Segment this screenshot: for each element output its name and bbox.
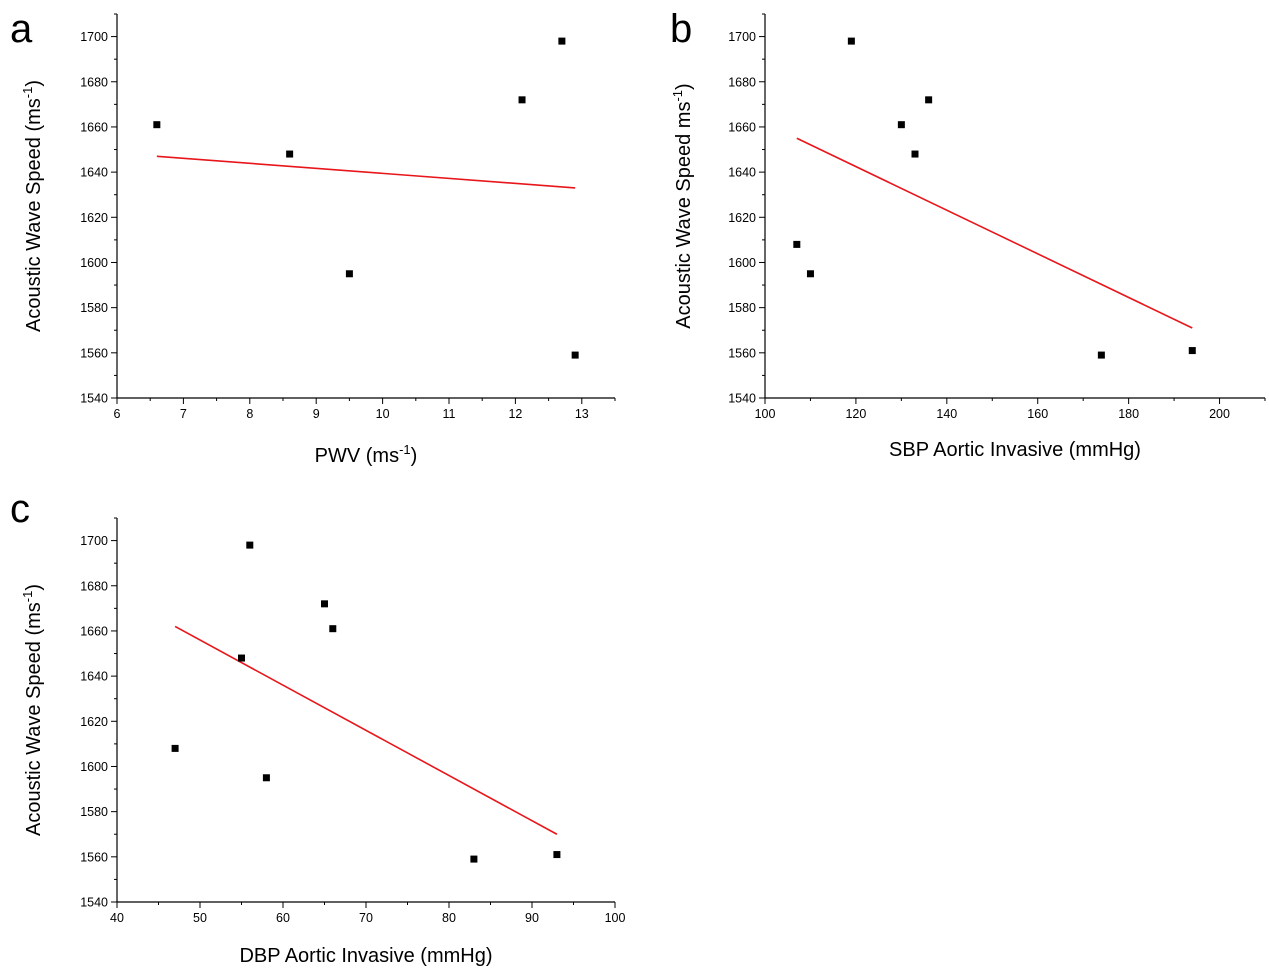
y-tick-label: 1700 [80,534,108,548]
panel-letter: c [10,487,30,531]
data-point [153,121,161,129]
x-tick-label: 70 [359,911,373,925]
x-tick-label: 6 [114,407,121,421]
data-point [329,625,337,633]
x-axis-title: DBP Aortic Invasive (mmHg) [239,945,492,967]
x-tick-label: 7 [180,407,187,421]
y-tick-label: 1700 [728,30,756,44]
x-axis-title: PWV (ms-1) [315,442,418,467]
x-tick-label: 10 [376,407,390,421]
x-tick-label: 80 [442,911,456,925]
y-tick-label: 1580 [728,301,756,315]
data-point [897,121,905,129]
y-tick-label: 1620 [728,211,756,225]
x-tick-label: 8 [246,407,253,421]
x-tick-label: 40 [110,911,124,925]
x-tick-label: 100 [605,911,626,925]
regression-line [174,625,558,835]
y-tick-label: 1640 [80,166,108,180]
panel-letter: b [670,7,692,51]
y-tick-label: 1640 [728,166,756,180]
regression-line [796,137,1193,329]
regression-line [156,155,576,189]
y-tick-label: 1660 [80,624,108,638]
x-tick-label: 13 [575,407,589,421]
x-axis-title: SBP Aortic Invasive (mmHg) [889,439,1141,461]
y-tick-label: 1600 [80,760,108,774]
data-point [553,851,561,859]
panel-letter: a [10,7,33,51]
y-tick-label: 1540 [80,392,108,406]
x-tick-label: 12 [508,407,522,421]
x-tick-label: 200 [1209,407,1230,421]
y-axis-title: Acoustic Wave Speed (ms-1) [20,584,45,836]
y-tick-label: 1680 [728,75,756,89]
y-tick-label: 1660 [728,120,756,134]
x-tick-label: 120 [845,407,866,421]
chart-panel-b: b 1540 1560 1580 1600 1620 1640 1660 1680 1700 100… [670,7,1266,461]
data-point [518,96,526,104]
chart-panel-a: a 1540 1560 1580 1600 1620 1640 1660 1680 1700 6 7 8… [10,7,616,467]
y-tick-label: 1560 [80,346,108,360]
y-tick-label: 1620 [80,211,108,225]
x-tick-label: 11 [443,407,456,421]
y-tick-label: 1580 [80,301,108,315]
x-tick-label: 160 [1027,407,1048,421]
data-point [847,37,855,45]
y-tick-label: 1680 [80,579,108,593]
data-point [171,744,179,752]
y-tick-label: 1600 [80,256,108,270]
data-point [321,600,328,608]
y-tick-label: 1540 [80,896,108,910]
data-point [470,855,478,863]
x-tick-label: 9 [313,407,320,421]
y-tick-label: 1560 [728,346,756,360]
y-axis-title: Acoustic Wave Speed (ms-1) [20,80,45,332]
y-tick-label: 1640 [80,670,108,684]
data-point [238,654,245,662]
data-point [558,37,566,45]
data-point [925,96,933,104]
y-tick-label: 1600 [728,256,756,270]
y-tick-label: 1560 [80,850,108,864]
data-point [911,150,919,158]
data-point [793,240,801,248]
x-tick-label: 180 [1118,407,1139,421]
chart-panel-c: c 1540 1560 1580 1600 1620 1640 1660 1680 1700 40 5… [10,487,625,967]
data-point [1097,351,1105,359]
data-point [345,270,353,278]
x-tick-label: 50 [193,911,207,925]
x-tick-label: 90 [525,911,539,925]
y-tick-label: 1700 [80,30,108,44]
x-tick-label: 140 [936,407,957,421]
data-point [262,774,270,782]
data-point [1188,347,1196,355]
data-point [286,150,294,158]
data-point [571,351,579,359]
y-tick-label: 1680 [80,75,108,89]
x-tick-label: 60 [276,911,290,925]
y-tick-label: 1660 [80,120,108,134]
y-tick-label: 1620 [80,715,108,729]
data-point [806,270,814,278]
y-tick-label: 1540 [728,392,756,406]
data-point [246,541,254,549]
y-tick-label: 1580 [80,805,108,819]
y-axis-title: Acoustic Wave Speed ms-1) [670,83,695,328]
x-tick-label: 100 [755,407,776,421]
